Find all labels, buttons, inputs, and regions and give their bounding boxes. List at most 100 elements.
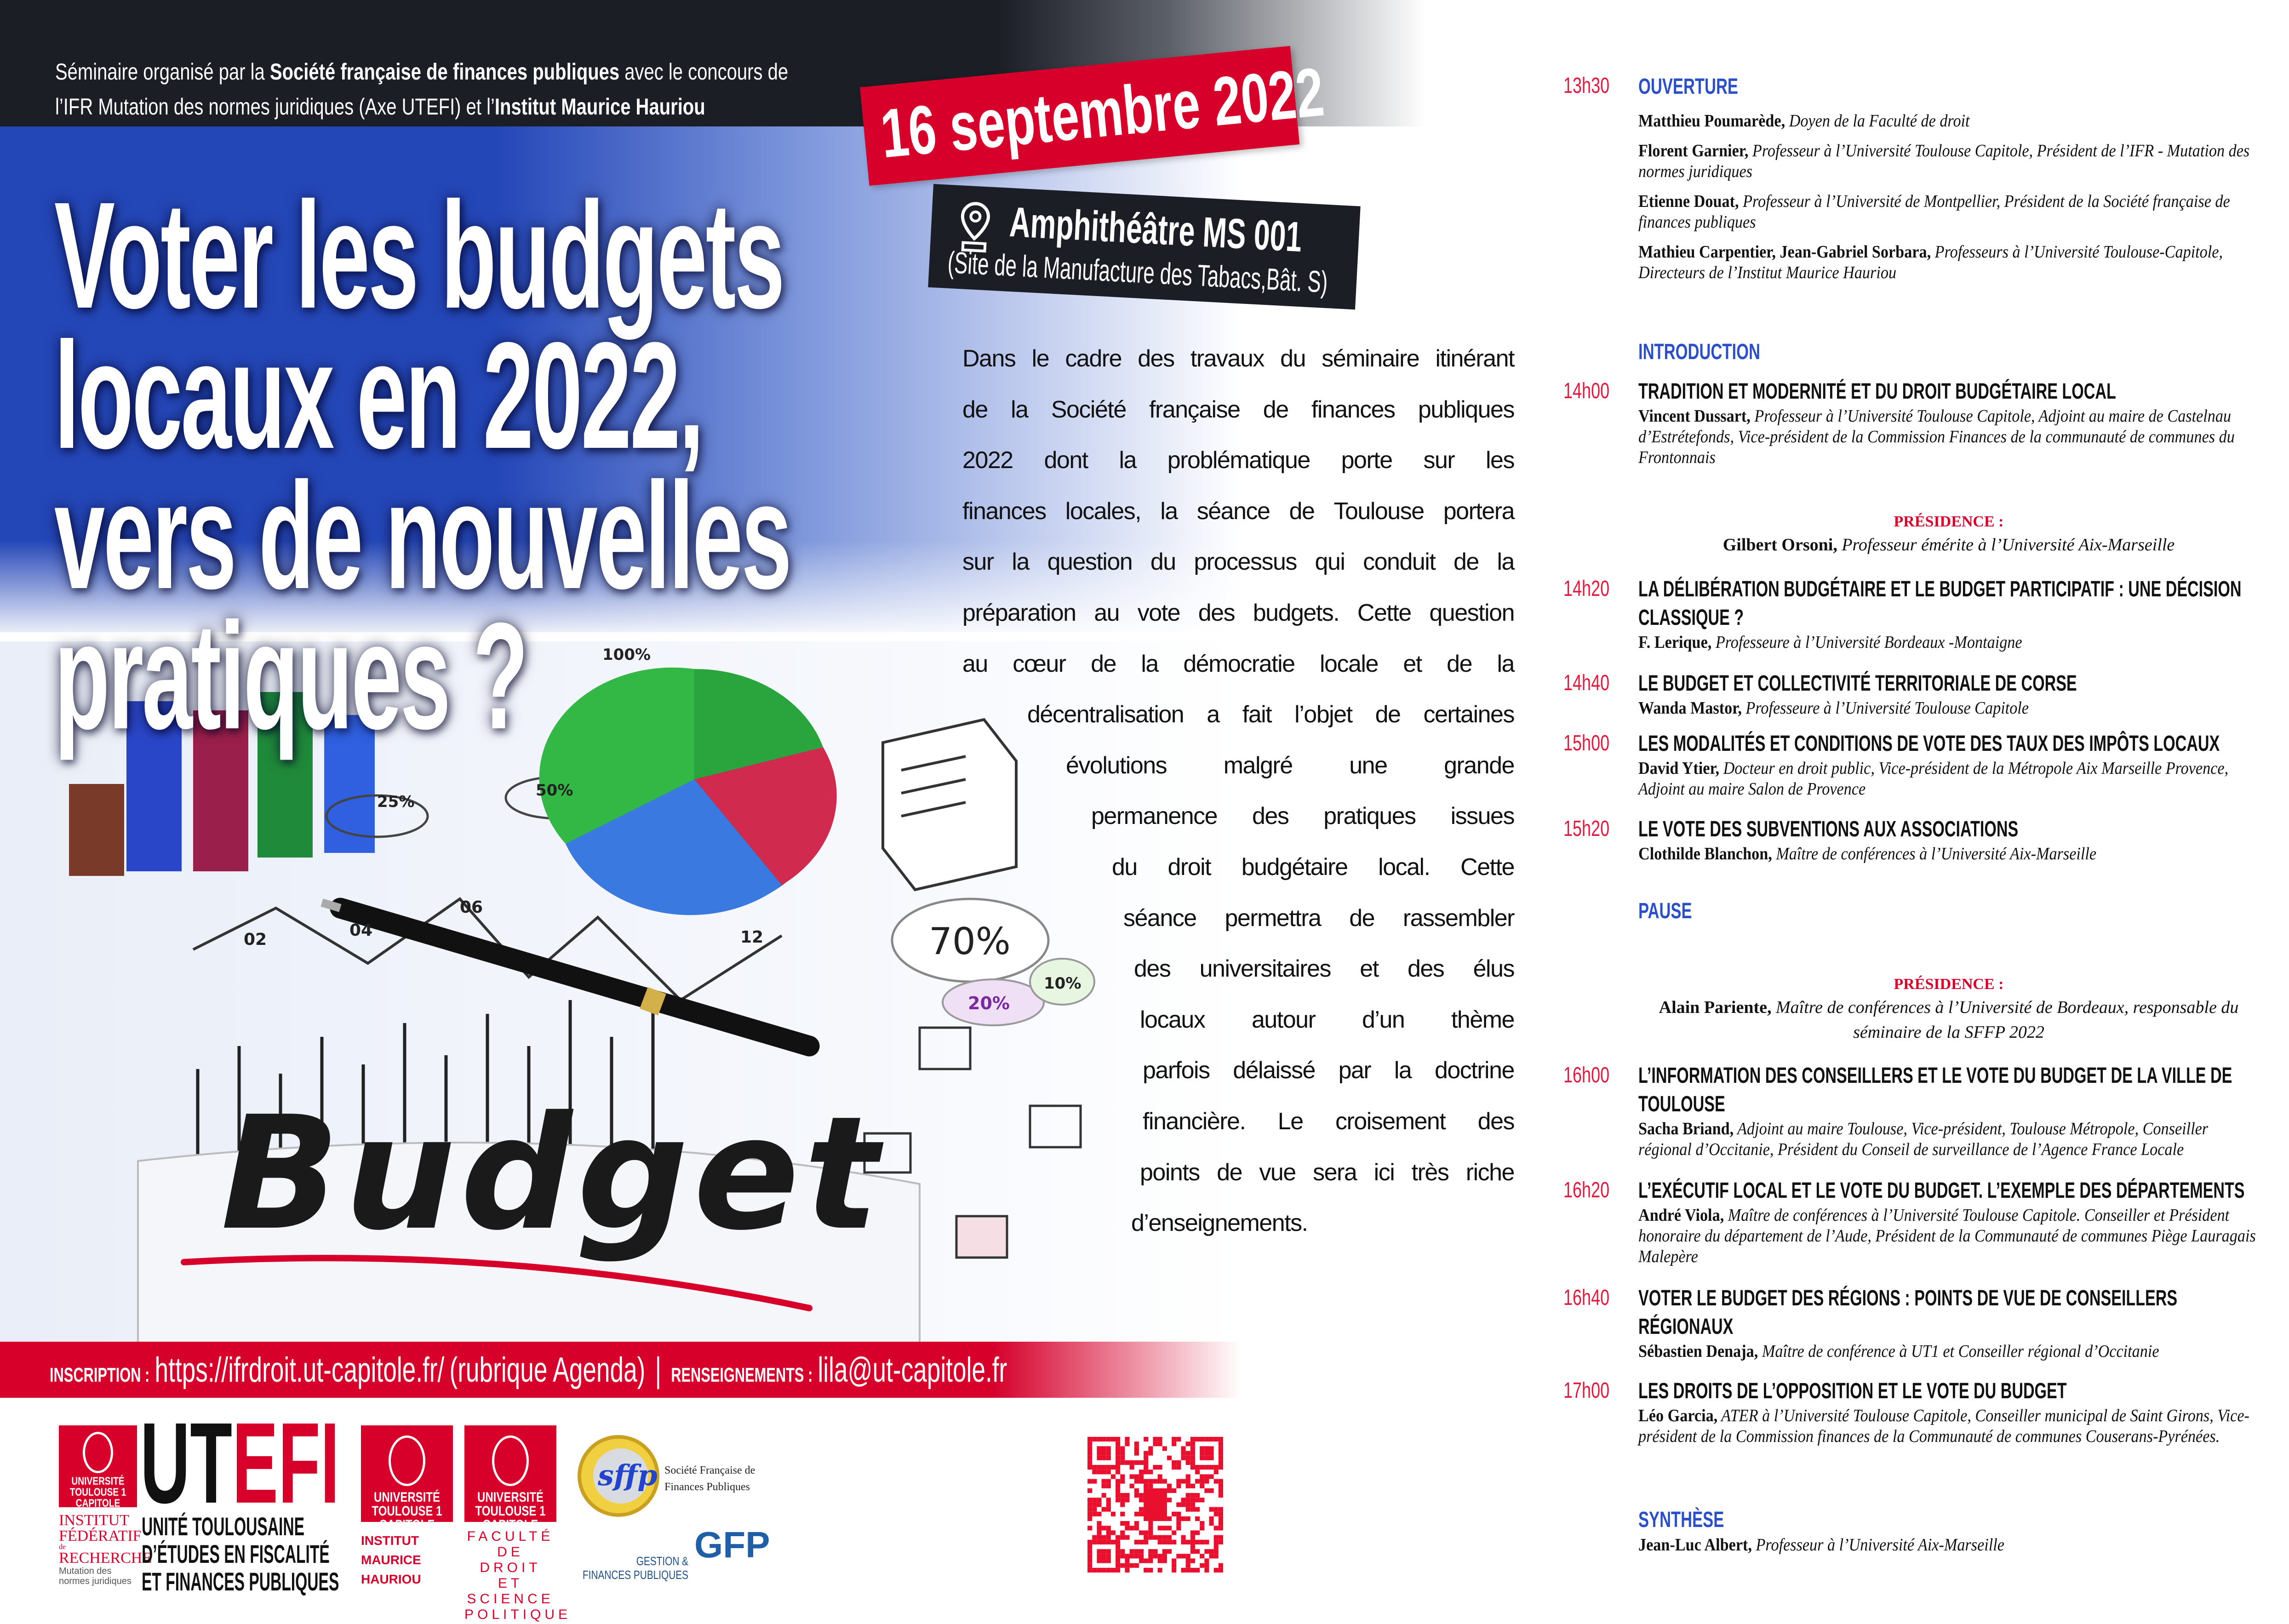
program-item: 14h20 LA DÉLIBÉRATION BUDGÉTAIRE ET LE BU… <box>1563 575 2281 653</box>
session-time: 17h00 <box>1563 1378 1610 1403</box>
paragraph-word: doctrine <box>1434 1057 1515 1084</box>
speaker: David Ytier, Docteur en droit public, Vi… <box>1638 758 2259 800</box>
program-item: 17h00 LES DROITS DE L’OPPOSITION ET LE VO… <box>1563 1377 2281 1447</box>
paragraph-word: d’un <box>1362 1006 1405 1033</box>
speaker-name: Alain Pariente, <box>1659 998 1772 1017</box>
paragraph-word: sur <box>962 549 994 576</box>
program-item: 16h00 L’INFORMATION DES CONSEILLERS ET LE… <box>1563 1062 2281 1160</box>
section-heading: OUVERTURE <box>1638 74 1738 99</box>
speaker-role: Professeur à l’Université de Montpellier… <box>1638 192 2230 232</box>
paragraph-line: points de vue sera ici très riche <box>1140 1147 1515 1198</box>
paragraph-word: portera <box>1443 497 1515 525</box>
presidence-label: PRÉSIDENCE : <box>1894 513 2004 530</box>
paragraph-word: des <box>1198 599 1236 626</box>
paragraph-line: 2022 dont la problématique porte sur les <box>962 435 1515 486</box>
inscription-link[interactable]: https://ifrdroit.ut-capitole.fr/ <box>155 1350 445 1390</box>
paragraph-line: au cœur de la démocratie locale et de la <box>962 639 1515 690</box>
illus-label: 100% <box>602 646 651 664</box>
paragraph-word: de <box>1453 549 1479 576</box>
faculte-logo-text: FACULTÉ DE DROIT ET SCIENCE POLITIQUE <box>464 1529 572 1622</box>
title-line: pratiques ? <box>54 591 528 761</box>
paragraph-word: cœur <box>1013 650 1066 677</box>
section-heading: SYNTHÈSE <box>1638 1508 1724 1532</box>
bar-brown <box>69 784 124 876</box>
bar-blue-2 <box>324 715 375 853</box>
paragraph-word: pratiques <box>1323 803 1416 830</box>
utefi-logo: UTEFI <box>140 1399 340 1527</box>
paragraph-word: rassembler <box>1402 904 1515 932</box>
paragraph-word: Toulouse <box>1333 497 1425 525</box>
talk-title: L’EXÉCUTIF LOCAL ET LE VOTE DU BUDGET. L… <box>1638 1178 2245 1203</box>
contact-label: RENSEIGNEMENTS : <box>671 1364 813 1386</box>
organizer-imh: Institut Maurice Hauriou <box>494 94 705 120</box>
gfp-logo: GFP <box>694 1524 770 1565</box>
bar-green <box>258 692 313 858</box>
sketch-disc <box>325 794 429 838</box>
speaker-name: Wanda Mastor, <box>1638 698 1742 718</box>
paragraph-line: sur la question du processus qui conduit de la <box>962 537 1515 588</box>
paragraph-word: des <box>1477 1108 1515 1135</box>
session-time: 15h00 <box>1563 731 1610 755</box>
paragraph-word: par <box>1338 1057 1372 1084</box>
paragraph-word: décentralisation <box>1027 701 1185 728</box>
speaker-role: Professeur à l’Université Aix-Marseille <box>1751 1535 2004 1555</box>
paragraph-word: des <box>1407 955 1445 983</box>
paragraph-word: sera <box>1313 1159 1357 1186</box>
paragraph-line: Dans le cadre des travaux du séminaire itinéran… <box>962 333 1515 384</box>
ut1-logo-faculte: UNIVERSITÉ TOULOUSE 1 CAPITOLE <box>464 1425 556 1532</box>
speaker: Léo Garcia, ATER à l’Université Toulouse… <box>1638 1406 2259 1447</box>
speaker-name: Jean-Luc Albert, <box>1638 1535 1752 1555</box>
program-item: 14h40 LE BUDGET ET COLLECTIVITÉ TERRITORI… <box>1563 669 2281 719</box>
paragraph-word: travaux <box>1190 345 1265 372</box>
inscription-note: (rubrique Agenda) <box>449 1350 646 1390</box>
speaker-name: Sébastien Denaja, <box>1638 1342 1758 1361</box>
budget-word: Budget <box>221 1083 885 1265</box>
ut1-logo-imh: UNIVERSITÉ TOULOUSE 1 CAPITOLE <box>361 1425 453 1532</box>
session-time: 16h40 <box>1563 1286 1610 1310</box>
pie-chart <box>539 667 837 915</box>
paragraph-word: locaux <box>1140 1006 1206 1033</box>
footer-separator: | <box>655 1350 662 1390</box>
organizer-text-3: l’IFR Mutation des normes juridiques (Ax… <box>55 94 495 120</box>
organizer-text-2: avec le concours de <box>619 59 789 85</box>
paragraph-word: Société <box>1051 396 1127 423</box>
talk-title: LES MODALITÉS ET CONDITIONS DE VOTE DES … <box>1638 732 2220 756</box>
location-badge: Amphithéâtre MS 001 (Site de la Manufact… <box>928 184 1361 310</box>
speaker-role: Adjoint au maire Toulouse, Vice-présiden… <box>1638 1119 2209 1159</box>
paragraph-word: question <box>1429 599 1515 626</box>
illus-label: 50% <box>536 781 573 800</box>
paragraph-word: élus <box>1473 955 1515 983</box>
talk-title: LA DÉLIBÉRATION BUDGÉTAIRE ET LE BUDGET … <box>1638 577 2242 630</box>
paragraph-word: française <box>1149 396 1241 423</box>
paragraph-word: porte <box>1341 447 1393 474</box>
qr-code[interactable] <box>1087 1437 1223 1573</box>
speaker-role: Maître de conférence à UT1 et Conseiller… <box>1758 1342 2159 1361</box>
speaker: Florent Garnier, Professeur à l’Universi… <box>1638 141 2259 182</box>
paragraph-word: de <box>1091 650 1116 677</box>
talk-title: TRADITION ET MODERNITÉ ET DU DROIT BUDGÉ… <box>1638 379 2116 404</box>
paragraph-word: la <box>1141 650 1159 677</box>
paragraph-word: la <box>1012 549 1030 576</box>
utefi-subtitle: UNITÉ TOULOUSAINE D’ÉTUDES EN FISCALITÉ … <box>142 1512 339 1596</box>
paragraph-word: au <box>962 650 988 677</box>
paragraph-word: de <box>1289 497 1315 525</box>
paragraph-line: parfois délaissé par la doctrine <box>1143 1045 1515 1096</box>
ut1-logo: UNIVERSITÉ TOULOUSE 1 CAPITOLE <box>59 1425 137 1509</box>
percent-bubble <box>942 978 1045 1026</box>
paragraph-word: problématique <box>1167 447 1311 474</box>
paragraph-word: l’objet <box>1294 701 1353 728</box>
paragraph-word: les <box>1486 447 1515 474</box>
program-item: PAUSE <box>1563 897 2281 926</box>
speaker-name: Matthieu Poumarède, <box>1638 111 1785 131</box>
svg-text:sffp: sffp <box>597 1458 658 1492</box>
organizer-sffp: Société française de finances publiques <box>269 59 620 85</box>
talk-title: LE BUDGET ET COLLECTIVITÉ TERRITORIALE D… <box>1638 671 2077 696</box>
percent-bubble <box>1029 958 1095 1006</box>
speaker-role: Docteur en droit public, Vice-président … <box>1638 759 2229 799</box>
speaker-name: David Ytier, <box>1638 759 1720 778</box>
illus-label: 20% <box>968 993 1010 1013</box>
session-time: 16h00 <box>1563 1063 1610 1087</box>
illus-label: 02 <box>244 930 267 949</box>
contact-email[interactable]: lila@ut-capitole.fr <box>818 1350 1007 1390</box>
talk-title: VOTER LE BUDGET DES RÉGIONS : POINTS DE … <box>1638 1286 2178 1339</box>
